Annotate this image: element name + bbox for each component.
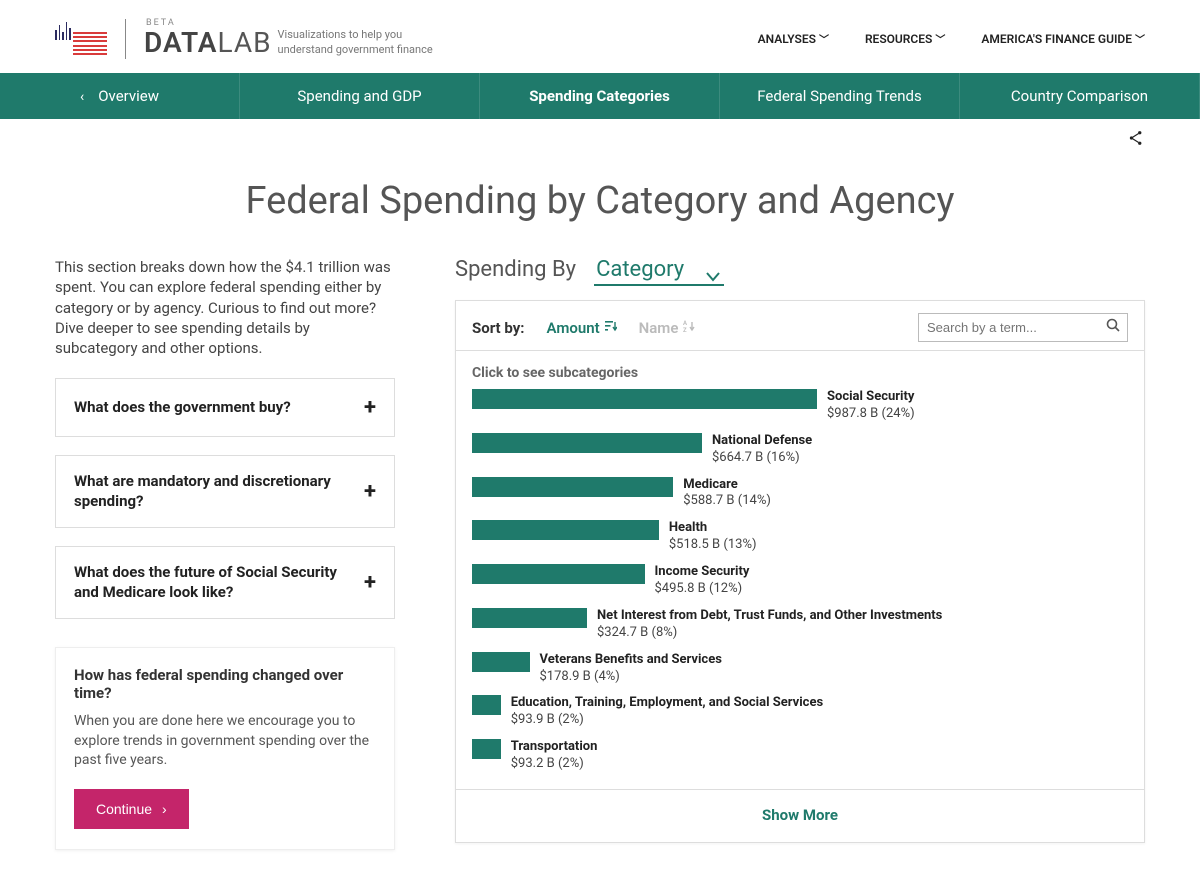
logo-divider (125, 19, 126, 59)
sort-by-amount[interactable]: Amount (547, 319, 617, 337)
page-title: Federal Spending by Category and Agency (0, 179, 1200, 223)
bar-value: $588.7 B (14%) (683, 493, 771, 510)
chart-row[interactable]: Social Security$987.8 B (24%) (472, 389, 1128, 423)
subnav-spending-and-gdp[interactable]: Spending and GDP (240, 73, 480, 119)
nav-finance-guide[interactable]: AMERICA'S FINANCE GUIDE﹀ (981, 31, 1145, 46)
sort-az-icon: AZ (683, 320, 695, 335)
chart-row[interactable]: Income Security$495.8 B (12%) (472, 564, 1128, 598)
bar-name: Income Security (655, 564, 750, 581)
chart-row[interactable]: Veterans Benefits and Services$178.9 B (… (472, 652, 1128, 686)
bar-value: $495.8 B (12%) (655, 581, 750, 598)
chevron-right-icon: › (162, 801, 167, 817)
sub-nav: ‹OverviewSpending and GDPSpending Catego… (0, 73, 1200, 119)
bar-name: Health (669, 520, 757, 537)
spending-by-select[interactable]: Category (594, 257, 724, 286)
bar-value: $93.2 B (2%) (511, 756, 598, 773)
chart-row[interactable]: Transportation$93.2 B (2%) (472, 739, 1128, 773)
bar-name: Veterans Benefits and Services (540, 652, 722, 669)
subnav-country-comparison[interactable]: Country Comparison (960, 73, 1200, 119)
sort-desc-icon (605, 320, 617, 335)
bar-name: Net Interest from Debt, Trust Funds, and… (597, 608, 942, 625)
bar-value: $93.9 B (2%) (511, 712, 823, 729)
accordion-label: What does the government buy? (74, 398, 291, 418)
bar-value: $518.5 B (13%) (669, 537, 757, 554)
chart-row[interactable]: Net Interest from Debt, Trust Funds, and… (472, 608, 1128, 642)
bar[interactable] (472, 520, 659, 540)
bar-value: $324.7 B (8%) (597, 625, 942, 642)
bar[interactable] (472, 608, 587, 628)
spending-by-label: Spending By (455, 257, 576, 282)
bar-name: Medicare (683, 477, 771, 494)
expand-icon: + (364, 570, 376, 595)
sort-by-label: Sort by: (472, 319, 525, 337)
bar[interactable] (472, 652, 530, 672)
chevron-down-icon: ﹀ (935, 31, 945, 46)
accordion-item[interactable]: What does the government buy? + (55, 378, 395, 437)
promo-body: When you are done here we encourage you … (74, 712, 376, 771)
bar[interactable] (472, 739, 501, 759)
promo-card: How has federal spending changed over ti… (55, 647, 395, 850)
expand-icon: + (364, 479, 376, 504)
expand-icon: + (364, 395, 376, 420)
bar-name: Social Security (827, 389, 915, 406)
logo-flag-icon (55, 22, 107, 56)
brand-tagline: Visualizations to help you understand go… (278, 28, 433, 57)
accordion-label: What are mandatory and discretionary spe… (74, 472, 364, 511)
nav-analyses[interactable]: ANALYSES﹀ (758, 31, 829, 46)
promo-title: How has federal spending changed over ti… (74, 666, 376, 702)
chart-row[interactable]: Health$518.5 B (13%) (472, 520, 1128, 554)
show-more-button[interactable]: Show More (456, 790, 1144, 842)
bar-value: $664.7 B (16%) (712, 450, 812, 467)
bar[interactable] (472, 477, 673, 497)
accordion-label: What does the future of Social Security … (74, 563, 364, 602)
accordion-item[interactable]: What does the future of Social Security … (55, 546, 395, 619)
brand-name: DATALAB (144, 26, 272, 59)
back-chevron-icon: ‹ (80, 89, 84, 105)
chevron-down-icon: ﹀ (819, 31, 829, 46)
subnav-spending-categories[interactable]: Spending Categories (480, 73, 720, 119)
bar-name: Transportation (511, 739, 598, 756)
chart-row[interactable]: National Defense$664.7 B (16%) (472, 433, 1128, 467)
search-icon[interactable] (1106, 318, 1120, 336)
chevron-down-icon: ﹀ (1135, 31, 1145, 46)
chart-row[interactable]: Medicare$588.7 B (14%) (472, 477, 1128, 511)
bar-name: National Defense (712, 433, 812, 450)
continue-button[interactable]: Continue › (74, 789, 189, 829)
subcategory-hint: Click to see subcategories (472, 365, 1128, 381)
bar[interactable] (472, 389, 817, 409)
bar-value: $987.8 B (24%) (827, 406, 915, 423)
intro-text: This section breaks down how the $4.1 tr… (55, 257, 395, 358)
svg-text:Z: Z (683, 327, 687, 332)
bar-value: $178.9 B (4%) (540, 669, 722, 686)
sort-by-name[interactable]: Name AZ (639, 319, 696, 337)
caret-down-icon (706, 263, 720, 288)
bar[interactable] (472, 433, 702, 453)
bar[interactable] (472, 695, 501, 715)
bar[interactable] (472, 564, 645, 584)
bar-name: Education, Training, Employment, and Soc… (511, 695, 823, 712)
search-input[interactable] (918, 313, 1128, 342)
accordion-item[interactable]: What are mandatory and discretionary spe… (55, 455, 395, 528)
nav-resources[interactable]: RESOURCES﹀ (865, 31, 945, 46)
share-icon[interactable] (1127, 129, 1145, 151)
subnav-federal-spending-trends[interactable]: Federal Spending Trends (720, 73, 960, 119)
subnav-overview[interactable]: ‹Overview (0, 73, 240, 119)
chart-row[interactable]: Education, Training, Employment, and Soc… (472, 695, 1128, 729)
svg-text:A: A (683, 320, 687, 327)
